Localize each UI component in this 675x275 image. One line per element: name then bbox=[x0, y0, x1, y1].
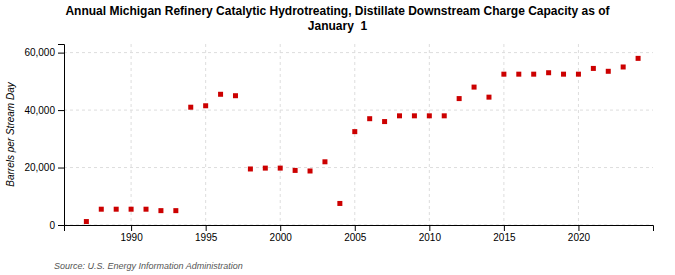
x-axis-line bbox=[65, 226, 654, 232]
point bbox=[621, 64, 626, 69]
point bbox=[114, 207, 119, 212]
point bbox=[144, 207, 149, 212]
grid bbox=[64, 44, 653, 225]
title-line: Annual Michigan Refinery Catalytic Hydro… bbox=[65, 4, 610, 18]
y-axis: 0 20,000 40,000 60,000 bbox=[24, 45, 64, 231]
y-tick: 0 bbox=[49, 220, 64, 231]
point bbox=[129, 207, 134, 212]
point bbox=[486, 95, 491, 100]
grid-line-y bbox=[64, 52, 653, 53]
point bbox=[531, 72, 536, 77]
x-tick: 2010 bbox=[419, 225, 442, 243]
point bbox=[99, 207, 104, 212]
point bbox=[382, 119, 387, 124]
title-line: January 1 bbox=[308, 19, 368, 33]
grid-line-y bbox=[64, 167, 653, 168]
point bbox=[233, 93, 238, 98]
x-tick-mark bbox=[578, 225, 579, 231]
point bbox=[457, 96, 462, 101]
y-tick-label: 0 bbox=[49, 220, 55, 231]
point bbox=[173, 208, 178, 213]
y-tick-label: 40,000 bbox=[24, 105, 55, 116]
x-tick: 1995 bbox=[195, 225, 218, 243]
y-tick-mark bbox=[58, 225, 64, 226]
point bbox=[278, 166, 283, 171]
point bbox=[636, 56, 641, 61]
point bbox=[352, 129, 357, 134]
x-tick: 2020 bbox=[568, 225, 591, 243]
point bbox=[308, 168, 313, 173]
y-axis-line bbox=[58, 45, 65, 226]
x-tick-mark bbox=[355, 225, 356, 231]
point bbox=[367, 116, 372, 121]
point bbox=[546, 70, 551, 75]
y-tick-mark bbox=[58, 168, 64, 169]
point bbox=[591, 66, 596, 71]
point bbox=[442, 113, 447, 118]
x-tick-label: 2000 bbox=[270, 232, 293, 243]
x-tick: 2000 bbox=[270, 225, 293, 243]
x-axis: 1990 1995 2000 2005 2010 2015 2020 bbox=[65, 225, 654, 243]
y-tick: 40,000 bbox=[24, 105, 64, 116]
grid-line-x bbox=[205, 44, 206, 225]
x-tick-label: 2020 bbox=[568, 232, 591, 243]
point bbox=[501, 72, 506, 77]
grid-line-x bbox=[578, 44, 579, 225]
point bbox=[218, 92, 223, 97]
y-axis-title: Barrels per Stream Day bbox=[5, 81, 16, 186]
grid-line-x bbox=[503, 44, 504, 225]
x-tick-label: 2015 bbox=[493, 232, 516, 243]
point bbox=[412, 113, 417, 118]
point bbox=[293, 168, 298, 173]
y-tick-label: 20,000 bbox=[24, 162, 55, 173]
x-tick-mark bbox=[206, 225, 207, 231]
grid-line-x bbox=[280, 44, 281, 225]
points bbox=[84, 56, 641, 224]
plot-area: 1990 1995 2000 2005 2010 2015 2020 0 20,000 40,00… bbox=[24, 44, 653, 243]
annotation: Source: U.S. Energy Information Administ… bbox=[54, 261, 243, 271]
x-tick-label: 2010 bbox=[419, 232, 442, 243]
grid-line-x bbox=[429, 44, 430, 225]
x-tick: 2005 bbox=[344, 225, 367, 243]
point bbox=[337, 201, 342, 206]
x-tick-mark bbox=[429, 225, 430, 231]
y-tick-mark bbox=[58, 110, 64, 111]
point bbox=[203, 103, 208, 108]
x-tick: 2015 bbox=[493, 225, 516, 243]
x-tick-mark bbox=[280, 225, 281, 231]
x-tick-label: 2005 bbox=[344, 232, 367, 243]
chart: 1990 1995 2000 2005 2010 2015 2020 0 20,000 40,00… bbox=[0, 0, 675, 275]
grid-line-y bbox=[64, 110, 653, 111]
point bbox=[322, 159, 327, 164]
point bbox=[606, 69, 611, 74]
point bbox=[158, 208, 163, 213]
x-tick-label: 1995 bbox=[195, 232, 218, 243]
point bbox=[263, 166, 268, 171]
point bbox=[516, 72, 521, 77]
point bbox=[561, 72, 566, 77]
grid-line-x bbox=[354, 44, 355, 225]
title: Annual Michigan Refinery Catalytic Hydro… bbox=[65, 4, 610, 33]
y-tick-mark bbox=[58, 53, 64, 54]
y-tick: 60,000 bbox=[24, 47, 64, 58]
point bbox=[472, 85, 477, 90]
point bbox=[188, 105, 193, 110]
x-tick-label: 1990 bbox=[120, 232, 143, 243]
x-tick-mark bbox=[504, 225, 505, 231]
point bbox=[397, 113, 402, 118]
y-tick: 20,000 bbox=[24, 162, 64, 173]
point bbox=[248, 166, 253, 171]
point bbox=[576, 72, 581, 77]
x-tick: 1990 bbox=[120, 225, 143, 243]
point bbox=[427, 113, 432, 118]
y-tick-label: 60,000 bbox=[24, 47, 55, 58]
grid-line-x bbox=[131, 44, 132, 225]
point bbox=[84, 219, 89, 224]
x-tick-mark bbox=[131, 225, 132, 231]
